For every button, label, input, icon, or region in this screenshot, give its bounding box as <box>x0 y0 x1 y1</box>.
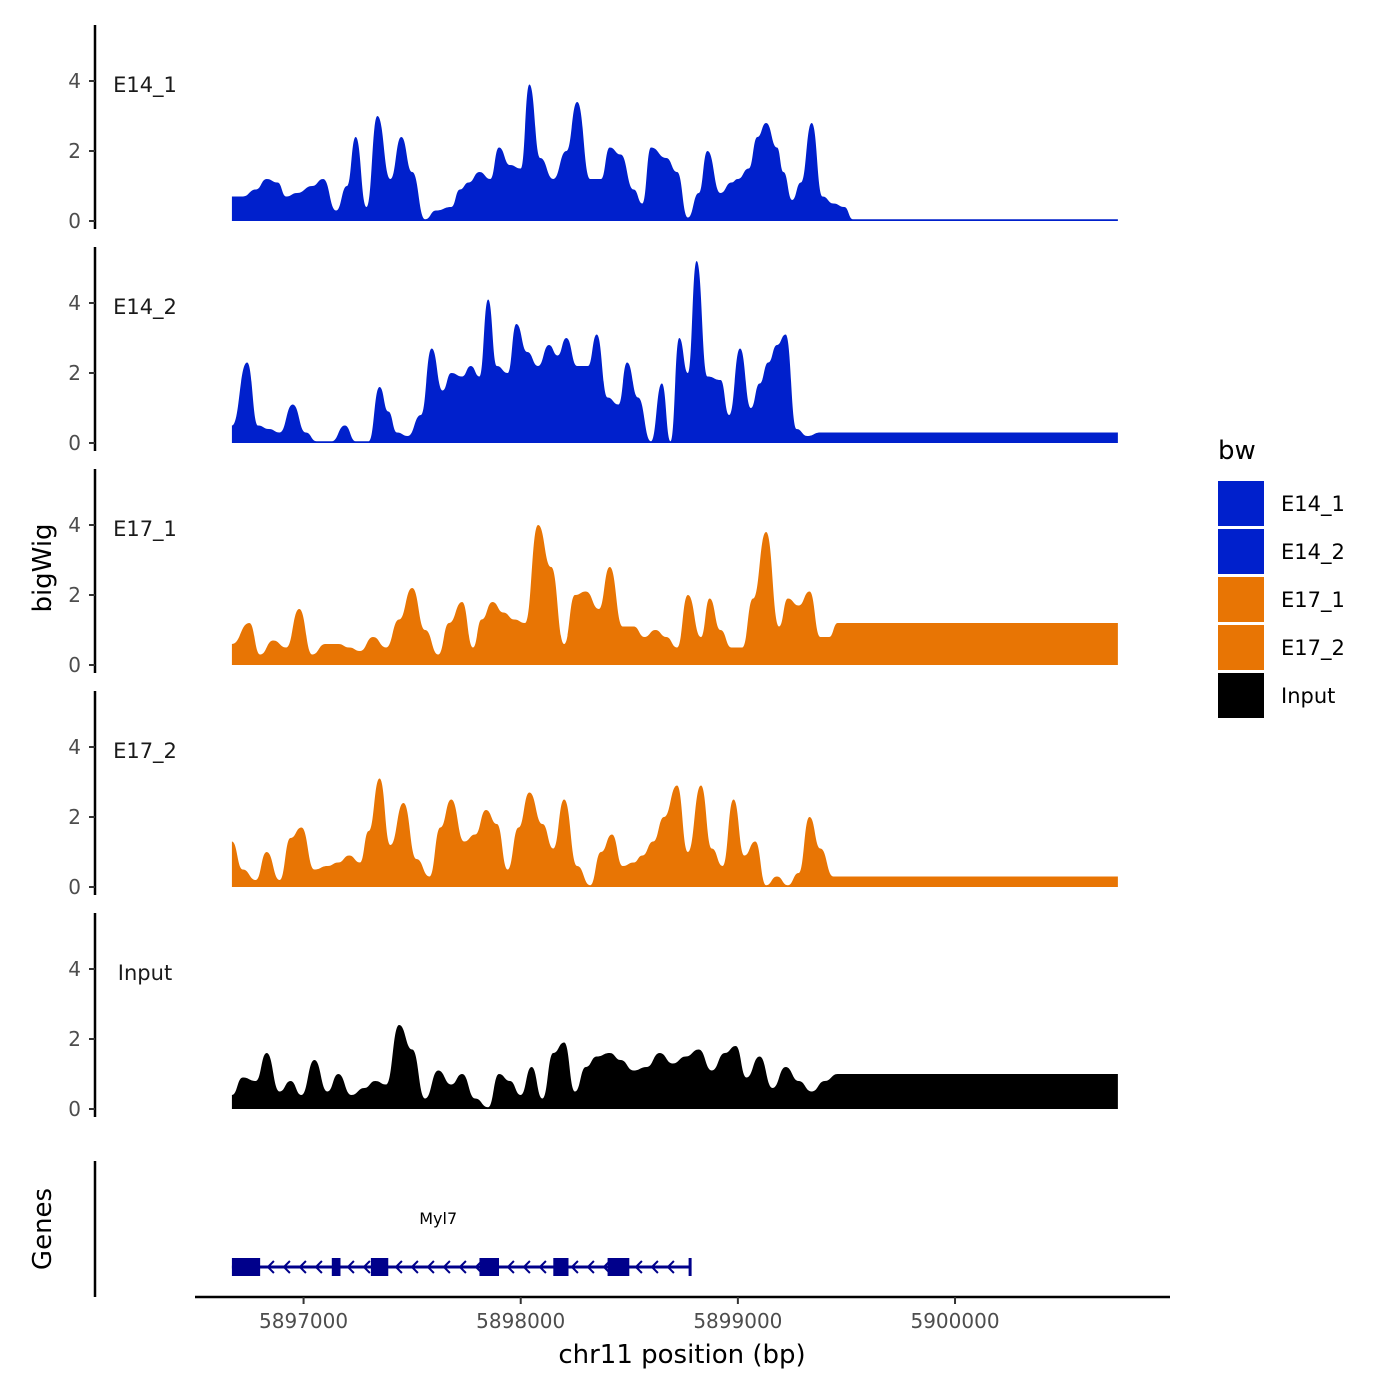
tracks: 0 2 4 E14_1 0 2 4 E14_2 0 2 4 E17_1 0 2 4 E17_2 0 2 4 Input <box>68 25 1118 1121</box>
gene-strand-arrow <box>410 1260 419 1274</box>
gene-strand-arrow <box>458 1260 467 1274</box>
y-axis-title: bigWig <box>28 523 58 612</box>
track-label-input: Input <box>118 961 172 985</box>
area-e17-1 <box>231 525 1118 665</box>
x-tick-label-5898000: 5898000 <box>476 1309 565 1333</box>
gene-label: Myl7 <box>419 1209 457 1228</box>
gene-exon-3 <box>370 1258 389 1276</box>
gene-strand-arrow <box>570 1260 579 1274</box>
legend: bw E14_1 E14_2 E17_1 E17_2 Input <box>1218 436 1345 718</box>
y-tick-label-e17-1-2: 2 <box>68 583 81 607</box>
legend-swatch-e14-2 <box>1218 529 1264 574</box>
gene-exon-6 <box>607 1258 630 1276</box>
y-tick-label-e14-1-0: 0 <box>68 209 81 233</box>
legend-swatch-input <box>1218 673 1264 718</box>
y-tick-label-e17-1-4: 4 <box>68 513 81 537</box>
legend-swatch-e17-1 <box>1218 577 1264 622</box>
gene-strand-arrow <box>346 1260 355 1274</box>
y-tick-label-e14-2-0: 0 <box>68 431 81 455</box>
legend-label-input: Input <box>1281 684 1335 708</box>
area-input <box>231 1025 1118 1109</box>
legend-label-e14-2: E14_2 <box>1281 540 1345 565</box>
gene-strand-arrow <box>394 1260 403 1274</box>
gene-exon-2 <box>331 1258 341 1276</box>
legend-label-e17-2: E17_2 <box>1281 636 1345 661</box>
y-tick-label-input-4: 4 <box>68 957 81 981</box>
gene-strand-arrow <box>522 1260 531 1274</box>
area-e14-2 <box>231 261 1118 443</box>
y-tick-label-input-2: 2 <box>68 1027 81 1051</box>
legend-swatch-e14-1 <box>1218 481 1264 526</box>
gene-strand-arrow <box>538 1260 547 1274</box>
track-e17-1: 0 2 4 E17_1 <box>68 469 1118 677</box>
track-e17-2: 0 2 4 E17_2 <box>68 691 1118 899</box>
gene-strand-arrow <box>426 1260 435 1274</box>
track-input: 0 2 4 Input <box>68 913 1118 1121</box>
gene-strand-arrow <box>506 1260 515 1274</box>
y-tick-label-e17-2-0: 0 <box>68 875 81 899</box>
legend-swatch-e17-2 <box>1218 625 1264 670</box>
legend-label-e17-1: E17_1 <box>1281 588 1345 613</box>
gene-exon-1 <box>231 1258 261 1276</box>
gene-strand-arrow <box>266 1260 275 1274</box>
legend-title: bw <box>1218 436 1256 466</box>
x-tick-label-5897000: 5897000 <box>259 1309 348 1333</box>
gene-strand-arrow <box>314 1260 323 1274</box>
x-tick-label-5899000: 5899000 <box>693 1309 782 1333</box>
gene-strand-arrow <box>586 1260 595 1274</box>
gene-strand-arrow <box>282 1260 291 1274</box>
track-e14-2: 0 2 4 E14_2 <box>68 247 1118 455</box>
track-label-e17-1: E17_1 <box>113 517 177 542</box>
genes-track-title: Genes <box>28 1188 58 1270</box>
y-tick-label-e14-1-2: 2 <box>68 139 81 163</box>
x-axis: 5897000 5898000 5899000 5900000 <box>195 1295 1170 1333</box>
y-tick-label-e14-1-4: 4 <box>68 69 81 93</box>
track-label-e14-1: E14_1 <box>113 73 177 98</box>
track-label-e17-2: E17_2 <box>113 739 177 764</box>
area-e17-2 <box>231 778 1118 887</box>
track-label-e14-2: E14_2 <box>113 295 177 320</box>
genes-panel: Myl7 <box>93 1161 692 1297</box>
gene-strand-arrow <box>666 1260 675 1274</box>
track-e14-1: 0 2 4 E14_1 <box>68 25 1118 233</box>
gene-exon-5 <box>553 1258 569 1276</box>
y-tick-label-e14-2-2: 2 <box>68 361 81 385</box>
y-tick-label-e17-2-2: 2 <box>68 805 81 829</box>
gene-strand-arrow <box>442 1260 451 1274</box>
gene-strand-arrow <box>634 1260 643 1274</box>
gene-exon-4 <box>479 1258 500 1276</box>
gene-strand-arrow <box>650 1260 659 1274</box>
y-tick-label-e17-2-4: 4 <box>68 735 81 759</box>
y-tick-label-input-0: 0 <box>68 1097 81 1121</box>
area-e14-1 <box>231 84 1118 221</box>
legend-label-e14-1: E14_1 <box>1281 492 1345 517</box>
x-tick-label-5900000: 5900000 <box>910 1309 999 1333</box>
x-axis-title: chr11 position (bp) <box>558 1340 805 1370</box>
gene-strand-arrow <box>298 1260 307 1274</box>
y-tick-label-e14-2-4: 4 <box>68 291 81 315</box>
gene-strand-arrow <box>362 1260 371 1274</box>
y-tick-label-e17-1-0: 0 <box>68 653 81 677</box>
